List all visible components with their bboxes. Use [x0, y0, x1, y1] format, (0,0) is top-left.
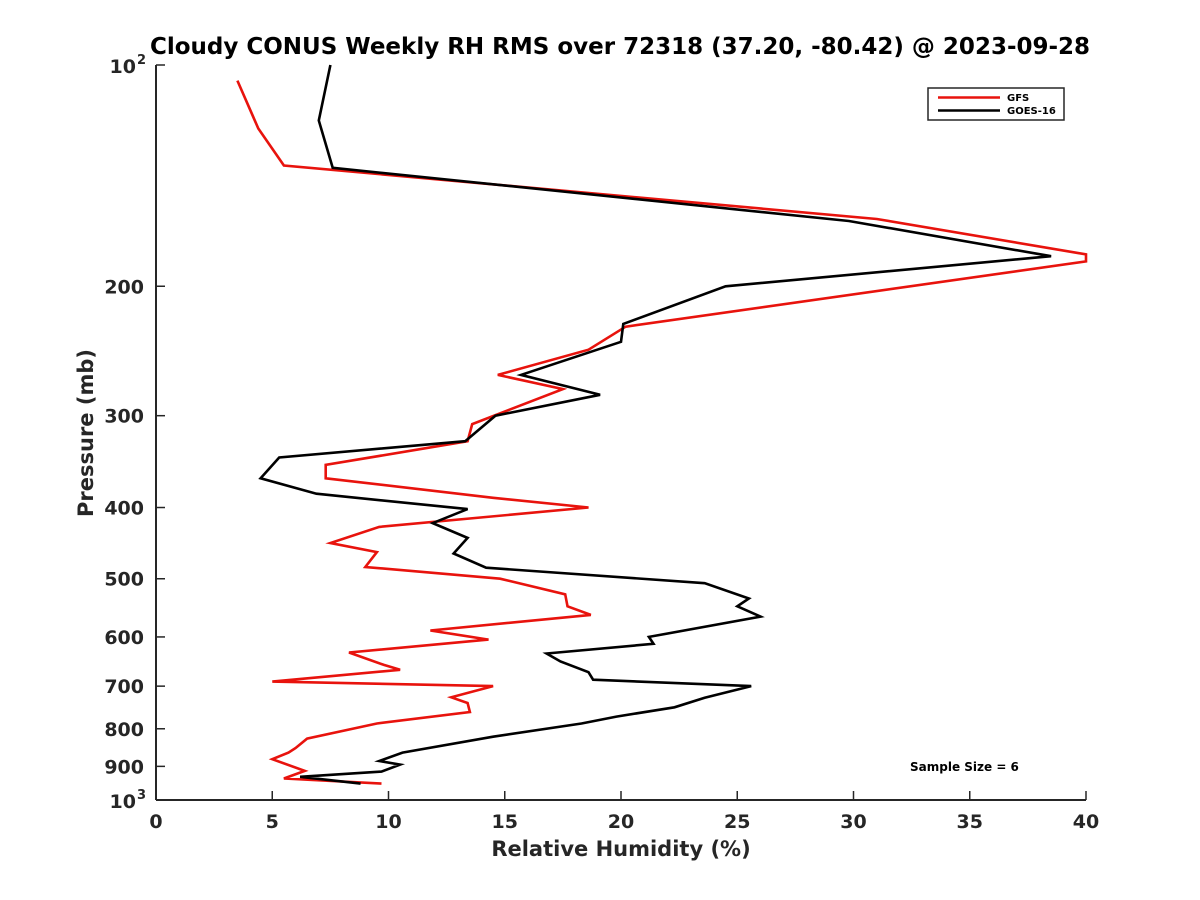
x-tick-label: 5: [266, 811, 279, 833]
y-tick-label: 900: [104, 756, 144, 778]
y-tick-label: 800: [104, 719, 144, 741]
y-tick-label: 300: [104, 406, 144, 428]
y-axis-label: Pressure (mb): [74, 349, 98, 517]
legend-box: [927, 87, 1065, 121]
y-tick-label: 10: [110, 791, 136, 813]
y-tick-label: 200: [104, 276, 144, 298]
y-tick-label: 600: [104, 627, 144, 649]
x-axis-label: Relative Humidity (%): [491, 837, 750, 861]
x-tick-label: 30: [840, 811, 866, 833]
x-tick-label: 10: [375, 811, 401, 833]
x-tick-label: 20: [608, 811, 634, 833]
series-line-goes16: [258, 64, 1052, 785]
x-tick-label: 35: [957, 811, 983, 833]
y-tick-label: 400: [104, 498, 144, 520]
legend-label-gfs: GFS: [1007, 93, 1029, 104]
y-tick-exponent: 3: [137, 788, 146, 803]
x-tick-label: 40: [1073, 811, 1099, 833]
x-tick-label: 15: [492, 811, 518, 833]
y-tick-label: 500: [104, 569, 144, 591]
sample-size-annotation: Sample Size = 6: [910, 760, 1019, 774]
chart-title: Cloudy CONUS Weekly RH RMS over 72318 (3…: [150, 34, 1090, 60]
legend-label-goes16: GOES-16: [1007, 106, 1056, 117]
x-tick-label: 0: [149, 811, 162, 833]
x-tick-label: 25: [724, 811, 750, 833]
y-tick-label: 700: [104, 676, 144, 698]
x-axis-ticks: 0 5 10 15 20 25 30 35 40: [149, 791, 1099, 833]
y-tick-label: 10: [110, 56, 136, 78]
series-line-gfs: [236, 80, 1088, 785]
plot-area: [156, 65, 1086, 800]
y-tick-exponent: 2: [137, 53, 146, 68]
plot-lines: [236, 64, 1088, 785]
legend: GFS GOES-16: [927, 87, 1065, 121]
